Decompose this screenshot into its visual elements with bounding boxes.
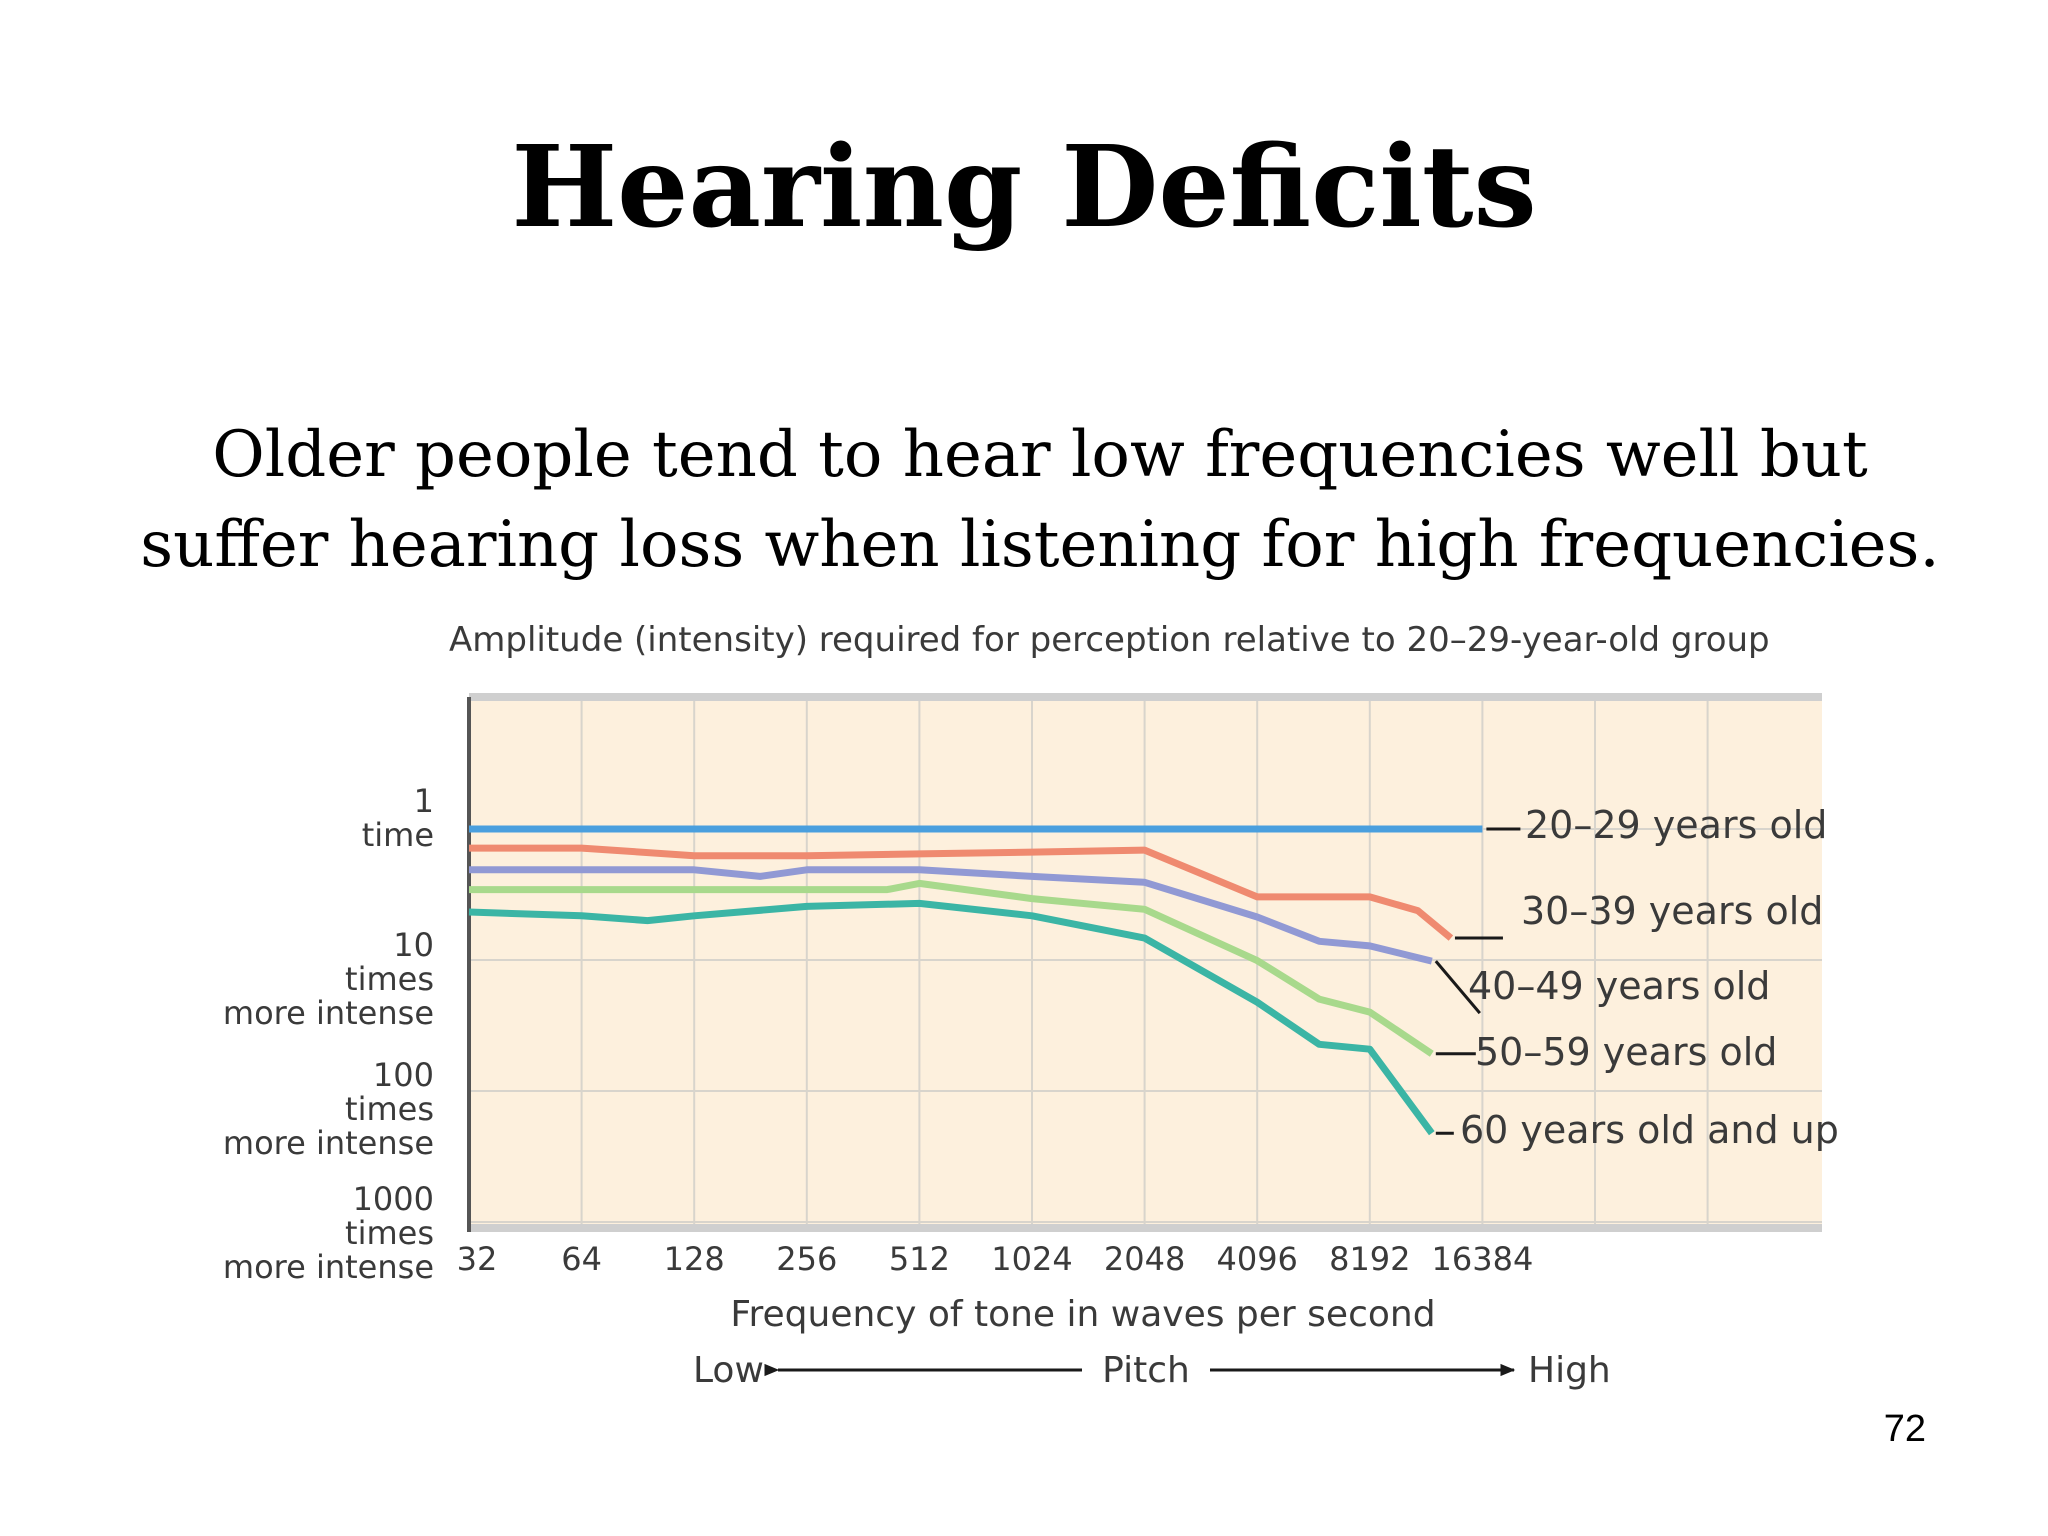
slide-number: 72 — [1883, 1408, 1926, 1450]
x-tick-label: 256 — [776, 1240, 837, 1278]
series-label-leaders — [1434, 827, 1521, 1135]
plot-top-border — [469, 693, 1822, 701]
pitch-high-label: High — [1528, 1350, 1611, 1391]
y-tick-label-line: more intense — [223, 1248, 434, 1286]
series-label: 60 years old and up — [1460, 1108, 1839, 1152]
x-tick-label: 1024 — [991, 1240, 1072, 1278]
y-tick-label-line: 1000 — [353, 1180, 434, 1218]
y-tick-label: 10 times more intense — [223, 926, 434, 1032]
y-tick-label-line: 100 — [373, 1056, 434, 1094]
series-line — [469, 879, 1434, 1057]
y-tick-label-line: times — [345, 1214, 434, 1252]
series-label: 40–49 years old — [1468, 964, 1770, 1008]
series-label: 50–59 years old — [1475, 1030, 1777, 1074]
x-tick-label: 64 — [561, 1240, 602, 1278]
leader-line — [1434, 960, 1481, 1015]
x-tick-label: 128 — [664, 1240, 725, 1278]
y-tick-label-line: more intense — [223, 994, 434, 1032]
y-tick-label: 100 times more intense — [223, 1056, 434, 1162]
series-line — [469, 866, 1433, 965]
x-axis-label: Frequency of tone in waves per second — [730, 1294, 1435, 1335]
pitch-label: Pitch — [1102, 1350, 1190, 1391]
chart-title: Amplitude (intensity) required for perce… — [449, 620, 1770, 660]
vertical-gridlines — [580, 697, 1709, 1228]
x-tick-label: 16384 — [1432, 1240, 1534, 1278]
slide-subtitle: Older people tend to hear low frequencie… — [140, 418, 1940, 582]
y-tick-label-line: time — [362, 816, 434, 854]
plot-bottom-border — [469, 1224, 1822, 1232]
x-tick-label: 8192 — [1329, 1240, 1410, 1278]
plot-left-border — [467, 697, 471, 1232]
series-line — [469, 844, 1454, 941]
x-axis-tick-labels: 32 64 128 256 512 1024 2048 4096 8192 16384 — [457, 1240, 1534, 1278]
y-tick-label-line: more intense — [223, 1124, 434, 1162]
y-tick-label-line: times — [345, 960, 434, 998]
x-tick-label: 512 — [889, 1240, 950, 1278]
series-label: 30–39 years old — [1521, 889, 1823, 933]
y-tick-label-line: 1 — [414, 782, 434, 820]
pitch-low-label: Low — [693, 1350, 764, 1391]
series-line — [468, 899, 1435, 1136]
series-lines — [468, 825, 1483, 1136]
series-labels: 20–29 years old 30–39 years old 40–49 year… — [1460, 803, 1839, 1152]
y-tick-label: 1 time — [362, 782, 434, 854]
series-label: 20–29 years old — [1525, 803, 1827, 847]
x-tick-label: 2048 — [1104, 1240, 1185, 1278]
y-tick-label-line: times — [345, 1090, 434, 1128]
slide-title: Hearing Deficits — [511, 122, 1537, 253]
y-tick-label: 1000 times more intense — [223, 1180, 434, 1286]
x-tick-label: 32 — [457, 1240, 498, 1278]
x-tick-label: 4096 — [1216, 1240, 1297, 1278]
y-tick-label-line: 10 — [393, 926, 434, 964]
